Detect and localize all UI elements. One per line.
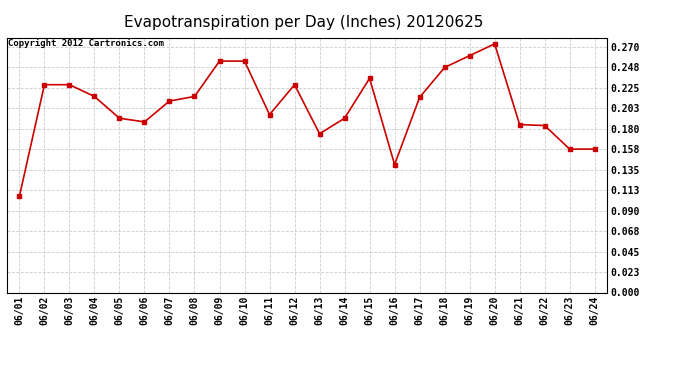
Text: Copyright 2012 Cartronics.com: Copyright 2012 Cartronics.com [8, 39, 164, 48]
Text: Evapotranspiration per Day (Inches) 20120625: Evapotranspiration per Day (Inches) 2012… [124, 15, 483, 30]
